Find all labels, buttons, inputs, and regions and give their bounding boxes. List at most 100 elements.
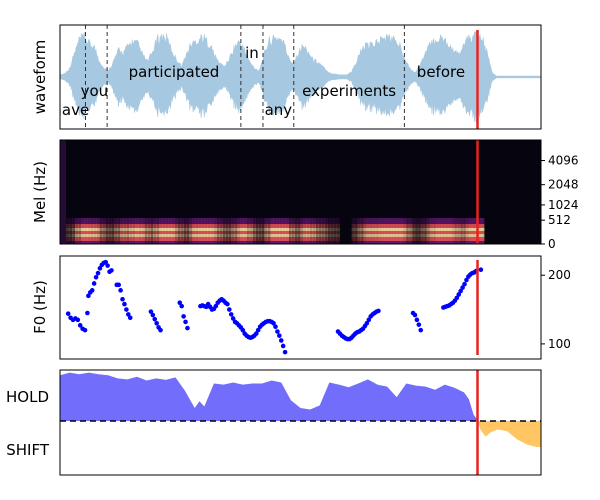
mel-energy-cell [426, 228, 431, 231]
mel-energy-cell [222, 231, 226, 234]
word-label: before [417, 63, 465, 81]
mel-energy-cell [456, 237, 461, 241]
mel-energy-cell [153, 241, 157, 244]
mel-energy-cell [381, 228, 386, 231]
mel-energy-cell [387, 234, 392, 237]
mel-energy-cell [279, 231, 283, 234]
mel-energy-cell [105, 228, 109, 231]
mel-energy-cell [270, 228, 274, 231]
mel-energy-cell [138, 234, 142, 237]
mel-energy-cell [144, 234, 148, 237]
mel-energy-cell [219, 241, 223, 244]
mel-energy-cell [477, 234, 482, 237]
mel-energy-cell [276, 237, 280, 241]
mel-energy-cell [105, 241, 109, 244]
mel-energy-cell [117, 234, 121, 237]
mel-energy-cell [396, 234, 401, 237]
mel-energy-cell [258, 231, 262, 234]
f0-tick-label: 100 [548, 337, 571, 351]
mel-energy-cell [144, 228, 148, 231]
f0-point [97, 266, 103, 271]
mel-energy-cell [261, 231, 265, 234]
mel-energy-cell [147, 231, 151, 234]
mel-energy-cell [240, 241, 244, 244]
f0-point [181, 314, 186, 319]
mel-energy-cell [138, 237, 142, 241]
mel-energy-cell [186, 224, 190, 228]
mel-energy-cell [195, 224, 199, 228]
mel-energy-cell [462, 224, 467, 228]
mel-energy-cell [132, 224, 136, 228]
mel-energy-cell [321, 218, 326, 224]
f0-point [414, 317, 420, 323]
mel-energy-cell [324, 228, 329, 231]
mel-energy-cell [435, 218, 440, 224]
waveform-ylabel: waveform [31, 40, 49, 115]
mel-energy-cell [417, 241, 422, 244]
mel-energy-cell [201, 224, 205, 228]
mel-energy-cell [408, 224, 413, 228]
mel-energy-cell [150, 228, 154, 231]
mel-energy-cell [480, 241, 485, 244]
mel-energy-cell [234, 237, 238, 241]
mel-energy-cell [432, 231, 437, 234]
mel-energy-cell [420, 234, 425, 237]
f0-point [366, 317, 372, 323]
mel-energy-cell [123, 237, 127, 241]
mel-tick-label: 0 [548, 237, 556, 251]
mel-energy-cell [333, 224, 338, 228]
mel-energy-cell [252, 241, 256, 244]
mel-energy-cell [369, 218, 374, 224]
mel-energy-cell [69, 228, 73, 231]
mel-energy-cell [324, 231, 329, 234]
mel-energy-cell [213, 234, 217, 237]
f0-point [278, 338, 284, 343]
mel-energy-cell [219, 224, 223, 228]
mel-energy-cell [177, 241, 181, 244]
mel-energy-cell [330, 228, 335, 231]
mel-energy-cell [357, 228, 362, 231]
mel-energy-cell [396, 224, 401, 228]
mel-energy-cell [429, 241, 434, 244]
mel-energy-cell [261, 241, 265, 244]
mel-energy-cell [84, 234, 88, 237]
mel-energy-cell [66, 241, 70, 244]
mel-energy-cell [465, 228, 470, 231]
mel-energy-cell [447, 234, 452, 237]
mel-energy-cell [144, 241, 148, 244]
mel-energy-cell [135, 241, 139, 244]
mel-energy-cell [174, 231, 178, 234]
f0-point [65, 311, 71, 316]
mel-energy-cell [96, 241, 100, 244]
mel-energy-cell [237, 241, 241, 244]
mel-energy-cell [330, 218, 335, 224]
mel-energy-cell [171, 228, 175, 231]
mel-energy-cell [372, 224, 377, 228]
mel-energy-cell [237, 224, 241, 228]
mel-energy-cell [237, 231, 241, 234]
mel-energy-cell [384, 231, 389, 234]
f0-point [416, 322, 422, 327]
mel-energy-cell [462, 241, 467, 244]
mel-energy-cell [186, 228, 190, 231]
mel-energy-cell [408, 237, 413, 241]
mel-energy-cell [243, 241, 247, 244]
mel-energy-cell [369, 241, 374, 244]
mel-energy-cell [297, 234, 301, 237]
mel-energy-cell [201, 228, 205, 231]
mel-energy-cell [417, 237, 422, 241]
mel-energy-cell [150, 234, 154, 237]
mel-energy-cell [291, 234, 295, 237]
mel-energy-cell [186, 237, 190, 241]
mel-energy-cell [135, 218, 139, 224]
mel-energy-cell [249, 231, 253, 234]
mel-energy-cell [396, 237, 401, 241]
mel-energy-cell [315, 237, 320, 241]
mel-energy-cell [435, 237, 440, 241]
mel-energy-cell [330, 224, 335, 228]
mel-energy-cell [372, 218, 377, 224]
mel-energy-cell [471, 224, 476, 228]
mel-energy-cell [300, 231, 305, 234]
mel-energy-cell [66, 218, 70, 224]
mel-energy-cell [117, 237, 121, 241]
